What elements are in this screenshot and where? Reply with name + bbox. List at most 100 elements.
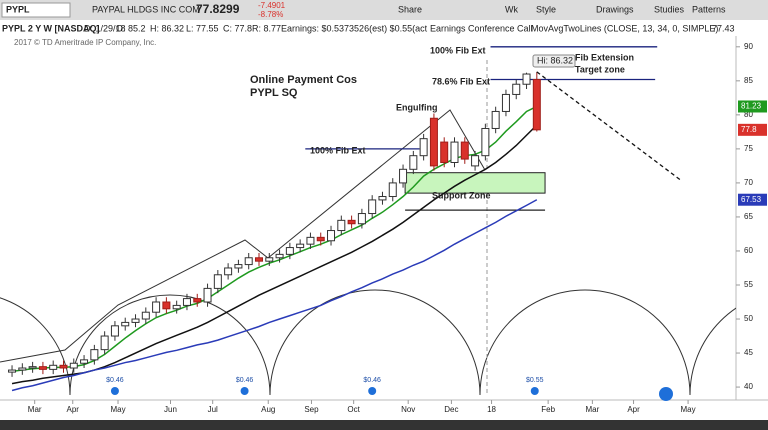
earnings-label: $0.46 [236, 377, 254, 384]
moving-average [11, 124, 538, 385]
x-tick-label: Jul [208, 405, 218, 414]
x-tick-label: Sep [304, 405, 319, 414]
y-tick-label: 70 [744, 178, 753, 187]
y-tick-label: 50 [744, 314, 753, 323]
candle-body [224, 267, 233, 276]
x-tick-label: Mar [28, 405, 42, 414]
change: -7.4901 [258, 1, 286, 10]
candle-body [327, 230, 336, 242]
x-tick-label: Oct [347, 405, 360, 414]
candle-body [193, 298, 202, 303]
candle-body [368, 199, 377, 215]
info-item: PYPL 2 Y W [NASDAQ] [2, 23, 100, 33]
symbol[interactable]: PYPL [6, 4, 30, 14]
cycle-arc [269, 289, 481, 396]
annotation: Fib Extension [575, 52, 634, 62]
cycle-arc [0, 297, 71, 396]
candle-body [244, 257, 253, 266]
earnings-marker[interactable] [368, 387, 377, 395]
candle-body [337, 219, 346, 232]
earnings-marker[interactable] [240, 387, 249, 395]
info-item: R: 8.77 [252, 23, 281, 33]
company: PAYPAL HLDGS INC COM [92, 4, 200, 14]
candle-body [110, 325, 119, 337]
candle-body [399, 168, 408, 184]
annotation: 100% Fib Ext [310, 145, 366, 155]
candle-body [429, 117, 438, 167]
candle-body [409, 155, 418, 170]
candle-body [18, 367, 27, 371]
price-tag-label: 77.8 [741, 125, 757, 134]
info-item: 77.43 [712, 23, 735, 33]
y-tick-label: 80 [744, 110, 753, 119]
trend-channel [0, 109, 486, 363]
x-tick-label: Mar [585, 405, 599, 414]
price-tag [738, 193, 767, 206]
candle-body [182, 298, 191, 306]
candle-body [316, 236, 325, 242]
annotation: 78.6% Fib Ext [432, 76, 490, 86]
candle-body [388, 182, 397, 198]
earnings-label: $0.46 [363, 377, 381, 384]
info-item: D: 1/29/18 [84, 23, 126, 33]
candle-body [481, 127, 490, 157]
cycle-arc [69, 294, 271, 396]
candle-body [234, 264, 243, 269]
earnings-label: $0.55 [526, 377, 544, 384]
candle-body [471, 155, 480, 167]
earnings-marker[interactable] [530, 387, 539, 395]
y-tick-label: 60 [744, 246, 753, 255]
copyright: 2017 © TD Ameritrade IP Company, Inc. [14, 38, 156, 47]
info-item: MovAvgTwoLines (CLOSE, 13, 34, 0, SIMPLE… [531, 23, 718, 33]
change-pct: -8.78% [258, 10, 283, 19]
x-tick-label: Jun [164, 405, 177, 414]
info-item: H: 86.32 [150, 23, 184, 33]
y-tick-label: 40 [744, 382, 753, 391]
candle-body [512, 83, 521, 95]
candle-body [419, 138, 428, 157]
earnings-marker[interactable] [110, 387, 119, 395]
toolbar-button[interactable]: Drawings [596, 4, 634, 14]
annotation: Hi: 86.32 [537, 55, 573, 65]
candle-body [522, 73, 531, 85]
toolbar-button[interactable]: Share [398, 4, 422, 14]
annotation: Target zone [575, 64, 625, 74]
candle-body [49, 364, 58, 370]
x-tick-label: Aug [261, 405, 275, 414]
y-tick-label: 90 [744, 42, 753, 51]
toolbar-button[interactable]: Studies [654, 4, 685, 14]
cycle-arc [689, 307, 736, 396]
candle-body [501, 93, 510, 112]
y-tick-label: 45 [744, 348, 753, 357]
high-tag [532, 54, 576, 68]
candle-body [378, 196, 387, 201]
cycle-arc [479, 289, 691, 396]
toolbar-button[interactable]: Wk [505, 4, 518, 14]
toolbar-button[interactable]: Patterns [692, 4, 726, 14]
candle-body [152, 301, 161, 313]
x-tick-label: May [681, 405, 696, 414]
projection-line [536, 71, 681, 181]
last-price: 77.8299 [196, 2, 240, 16]
candle-body [8, 369, 17, 373]
candle-body [80, 359, 89, 364]
symbol-box[interactable] [1, 2, 71, 18]
annotation: Online Payment Cos [250, 74, 357, 86]
x-tick-label: Apr [627, 405, 640, 414]
candle-body [347, 219, 356, 225]
status-bar [0, 420, 768, 430]
help-icon[interactable] [659, 387, 673, 401]
candle-body [172, 304, 181, 310]
candle-body [90, 349, 99, 361]
price-tag [738, 100, 767, 113]
toolbar-button[interactable]: Style [536, 4, 556, 14]
price-tag-label: 81.23 [741, 102, 762, 111]
annotation: 100% Fib Ext [430, 45, 486, 55]
candle-body [450, 141, 459, 163]
candle-body [69, 362, 78, 369]
x-tick-label: Apr [67, 405, 80, 414]
candle-body [296, 243, 305, 249]
info-item: L: 77.55 [186, 23, 219, 33]
moving-average [11, 105, 538, 373]
